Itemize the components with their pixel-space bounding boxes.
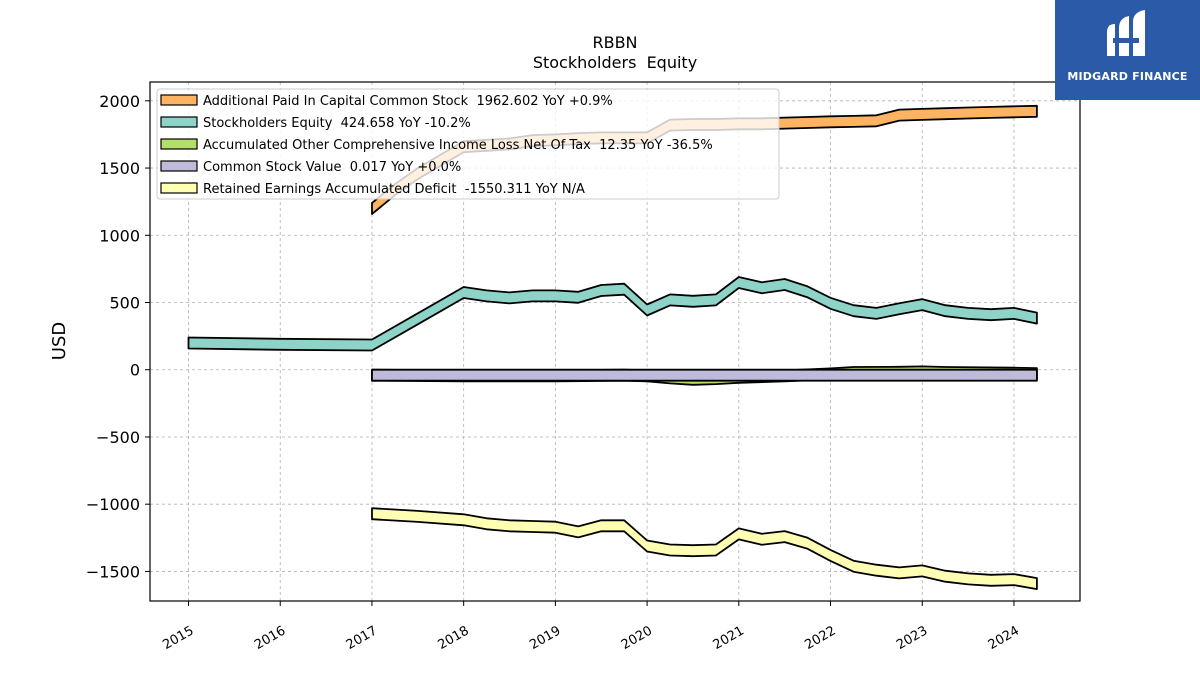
legend-entry: Additional Paid In Capital Common Stock …: [203, 94, 613, 109]
legend: Additional Paid In Capital Common Stock …: [156, 88, 780, 200]
midgard-finance-logo: MIDGARD FINANCE: [1055, 0, 1200, 100]
legend-swatch: [160, 116, 198, 128]
y-tick-label: −1000: [86, 495, 140, 514]
y-tick-label: 500: [109, 294, 140, 313]
y-tick-label: 2000: [99, 92, 140, 111]
x-tick-label: 2020: [619, 623, 655, 653]
x-tick-label: 2023: [894, 623, 930, 653]
x-tick-label: 2022: [802, 623, 838, 653]
legend-entry: Common Stock Value 0.017 YoY +0.0%: [203, 160, 461, 175]
y-tick-label: 0: [130, 361, 140, 380]
plot-frame: [149, 81, 1081, 602]
x-tick-label: 2019: [527, 623, 563, 653]
legend-swatch: [160, 138, 198, 150]
y-tick-label: 1000: [99, 226, 140, 245]
y-tick-label: −500: [96, 428, 140, 447]
y-tick-label: 1500: [99, 159, 140, 178]
logo-mark-icon: [1107, 10, 1145, 56]
x-tick-label: 2015: [160, 623, 196, 653]
legend-entry: Stockholders Equity 424.658 YoY -10.2%: [203, 116, 471, 131]
x-tick-label: 2016: [252, 623, 288, 653]
legend-entry: Accumulated Other Comprehensive Income L…: [203, 138, 713, 153]
chart-title: Stockholders Equity: [533, 53, 697, 72]
x-tick-label: 2018: [436, 623, 472, 653]
legend-entry: Retained Earnings Accumulated Deficit -1…: [203, 182, 585, 197]
x-tick-label: 2024: [986, 623, 1022, 653]
legend-swatch: [160, 94, 198, 106]
y-tick-label: −1500: [86, 562, 140, 581]
x-tick-label: 2021: [711, 623, 747, 653]
series-area-common-stock-value: [371, 368, 1038, 382]
legend-box: [156, 88, 780, 200]
legend-swatch: [160, 182, 198, 194]
series-area-retained-earnings-accumulated-deficit: [371, 507, 1038, 590]
chart-ticker: RBBN: [592, 33, 637, 52]
x-tick-label: 2017: [344, 623, 380, 653]
series-area-stockholders-equity: [187, 276, 1038, 352]
logo-text: MIDGARD FINANCE: [1067, 70, 1188, 83]
y-axis-label: USD: [49, 322, 70, 360]
legend-swatch: [160, 160, 198, 172]
